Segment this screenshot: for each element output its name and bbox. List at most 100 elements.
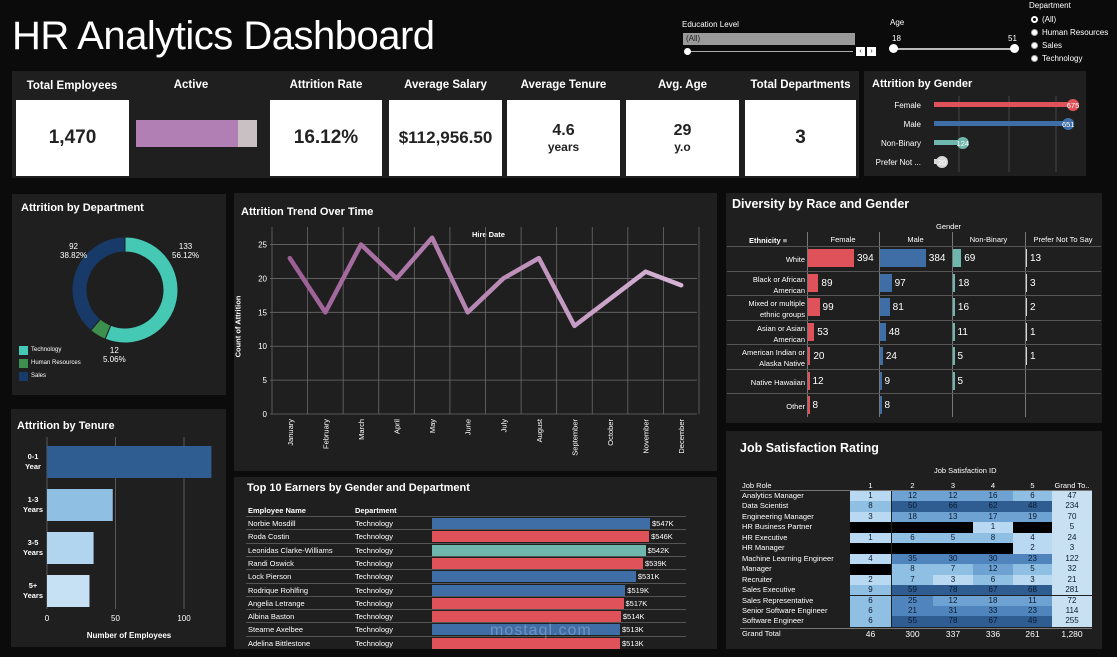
ethnicity-line: American <box>773 334 805 344</box>
earner-row[interactable]: Albina Baston Technology $514K <box>246 609 686 623</box>
department-option-technology[interactable]: Technology <box>1031 52 1108 65</box>
top-earners-col-name: Employee Name <box>248 506 306 515</box>
earner-row[interactable]: Randi Oswick Technology $539K <box>246 555 686 570</box>
department-option-all[interactable]: (All) <box>1031 13 1108 26</box>
js-heat-cell <box>933 574 973 586</box>
js-header-divider <box>740 490 1092 491</box>
js-total-cell <box>1052 616 1092 627</box>
js-heat-cell <box>892 532 933 544</box>
month-label: September <box>570 418 579 455</box>
education-slider-handle[interactable] <box>684 48 691 55</box>
js-cell-value: 5 <box>1030 564 1035 574</box>
attrition-by-department-panel <box>12 194 226 395</box>
earner-row[interactable]: Adelina Bittlestone Technology $513K <box>246 635 686 650</box>
earner-row[interactable]: Rodrique Rohlfing Technology $519K <box>246 582 686 597</box>
earner-salary-bar <box>432 571 636 583</box>
donut-label-technology: 133 56.12% <box>172 242 199 260</box>
education-prev-button[interactable]: ‹ <box>856 47 865 56</box>
earner-salary-label: $519K <box>627 585 649 595</box>
attrition-by-department-donut <box>71 236 179 344</box>
diversity-ethnicity-label: White <box>727 254 805 265</box>
js-cell-value: 30 <box>988 553 998 563</box>
job-role-header: Job Role <box>742 481 772 490</box>
department-option-human-resources[interactable]: Human Resources <box>1031 26 1108 39</box>
grand-total-value: 336 <box>985 628 1001 639</box>
kpi-active-bar-track <box>136 120 257 147</box>
kpi-total-employees-value: 1,470 <box>48 127 97 148</box>
month-label: November <box>642 419 651 454</box>
ethnicity-line: Native Hawaiian <box>750 377 805 387</box>
earner-name: Adelina Bittlestone <box>248 638 311 648</box>
legend-swatch <box>19 372 28 381</box>
js-cell-value: 2 <box>868 574 873 584</box>
top-earners-col-dept: Department <box>355 506 397 515</box>
js-heat-cell <box>1013 574 1052 586</box>
gender-label: Male <box>904 120 922 129</box>
earner-row[interactable]: Lock Pierson Technology $531K <box>246 569 686 583</box>
js-heat-cell <box>933 501 973 512</box>
age-slider-max-handle[interactable] <box>1010 44 1019 53</box>
js-total-cell <box>1052 532 1092 544</box>
legend-item-sales[interactable]: Sales <box>19 370 81 383</box>
kpi-attrition-rate-label: Attrition Rate <box>289 79 363 91</box>
job-role-label: Sales Executive <box>742 585 796 595</box>
legend-item-human-resources[interactable]: Human Resources <box>19 357 81 370</box>
js-cell-value: 23 <box>1028 605 1037 615</box>
js-cell-value: 59 <box>908 585 917 595</box>
department-filter-label: Department <box>1029 1 1071 10</box>
education-next-button[interactable]: › <box>867 47 876 56</box>
diversity-bar <box>880 347 883 365</box>
diversity-bar <box>808 371 810 390</box>
js-heat-cell <box>850 543 891 554</box>
y-tick-label: 5 <box>263 376 268 385</box>
job-satisfaction-header: Job Satisfaction ID <box>934 466 997 475</box>
diversity-bar <box>953 347 955 365</box>
diversity-column-header: Non-Binary <box>969 235 1008 244</box>
earner-row[interactable]: Norbie Mosdill Technology $547K <box>246 516 686 530</box>
ethnicity-line: Mixed or multiple <box>748 299 805 308</box>
diversity-ethnicity-label[interactable]: Ethnicity ≡ <box>749 236 787 245</box>
js-cell-value: 4 <box>1030 532 1035 542</box>
age-slider-track[interactable] <box>893 48 1015 50</box>
diversity-bar <box>1026 322 1027 341</box>
js-heat-cell <box>933 585 973 596</box>
earner-department: Technology <box>355 532 393 542</box>
js-cell-value: 21 <box>908 605 917 615</box>
js-heat-cell <box>850 553 891 565</box>
earner-name: Lock Pierson <box>248 572 292 582</box>
js-cell-value: 67 <box>988 616 998 626</box>
tenure-label: 1-3 <box>28 495 39 504</box>
department-option-sales[interactable]: Sales <box>1031 39 1108 52</box>
js-heat-cell <box>1013 605 1052 617</box>
sort-icon[interactable]: ≡ <box>782 236 788 245</box>
diversity-value: 384 <box>928 253 946 264</box>
y-tick-label: 10 <box>258 342 267 351</box>
js-total-cell <box>1052 491 1092 502</box>
education-filter-dropdown[interactable]: (All) <box>683 33 855 45</box>
earner-row[interactable]: Angelia Letrange Technology $517K <box>246 595 686 610</box>
age-filter-label: Age <box>890 18 905 27</box>
js-heat-cell <box>850 564 891 575</box>
diversity-value: 13 <box>1030 253 1042 264</box>
earner-salary-label: $539K <box>644 558 667 568</box>
job-role-label: Senior Software Engineer <box>742 605 828 615</box>
gender-dot <box>956 137 969 149</box>
legend-item-technology[interactable]: Technology <box>19 344 81 357</box>
age-slider-min-handle[interactable] <box>889 44 898 53</box>
tenure-label: Years <box>23 548 43 557</box>
js-cell-value: 1 <box>990 522 996 532</box>
technology-pct: 56.12% <box>172 251 200 260</box>
earner-row[interactable]: Leonidas Clarke-Williams Technology $542K <box>246 542 686 557</box>
tenure-label: 5+ <box>29 581 38 590</box>
diversity-bar <box>953 371 955 390</box>
js-column-header: 2 <box>910 481 915 490</box>
earner-salary-label: $517K <box>625 598 648 608</box>
earner-row[interactable]: Stearne Axelbee Technology $513K <box>246 622 686 636</box>
diversity-bar <box>880 273 892 292</box>
education-slider-track[interactable] <box>685 51 853 52</box>
tenure-bar <box>47 489 113 521</box>
earner-row[interactable]: Roda Costin Technology $546K <box>246 529 686 543</box>
earner-salary-label: $542K <box>647 545 670 555</box>
js-heat-cell <box>933 595 973 606</box>
diversity-value: 48 <box>888 326 900 338</box>
